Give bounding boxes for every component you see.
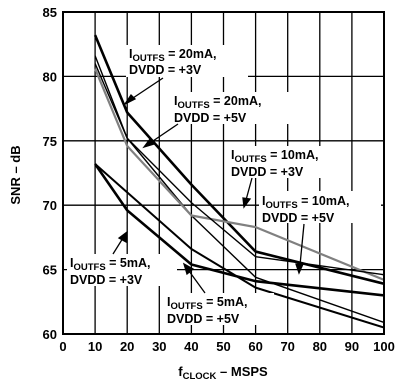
ann-i: I — [262, 194, 265, 208]
svg-text:IOUTFS = 20mA,: IOUTFS = 20mA, — [129, 47, 216, 64]
x-tick-label: 70 — [280, 339, 294, 354]
y-tick-label: 65 — [43, 263, 57, 278]
series-line-s10_3 — [94, 68, 385, 281]
svg-text:IOUTFS = 10mA,: IOUTFS = 10mA, — [262, 194, 349, 211]
leader-arrowhead-5ma-5v — [182, 262, 195, 276]
leader-arrowhead-20ma-3v — [123, 93, 137, 106]
plot-frame — [62, 11, 385, 335]
ann-rest: = 5mA, — [106, 256, 151, 270]
x-axis-f: f — [178, 364, 183, 379]
leader-arrowhead-5ma-3v — [117, 230, 128, 244]
y-tick-label: 85 — [43, 5, 57, 20]
ann-i: I — [70, 256, 73, 270]
leader-line-10ma-5v — [299, 223, 305, 266]
series-line-s10_5 — [94, 63, 385, 276]
ann-line2: DVDD = +5V — [262, 211, 335, 225]
ann-i: I — [231, 148, 234, 162]
annotation-10ma-3v: IOUTFS = 10mA, DVDD = +3V — [228, 146, 350, 179]
x-axis-sub: CLOCK — [183, 371, 217, 382]
ann-line2: DVDD = +3V — [70, 273, 143, 287]
y-tick-label: 60 — [43, 327, 57, 342]
leader-arrows — [112, 77, 305, 294]
y-tick-label: 80 — [43, 69, 57, 84]
series-line-s5_3 — [94, 163, 385, 297]
ann-line2: DVDD = +5V — [167, 312, 240, 326]
x-tick-label: 80 — [313, 339, 327, 354]
leader-arrowhead-10ma-5v — [295, 263, 305, 275]
series-line-s5_5 — [94, 163, 385, 329]
ann-rest: = 5mA, — [203, 295, 248, 309]
ann-sub: OUTFS — [265, 200, 297, 211]
x-tick-label: 90 — [345, 339, 359, 354]
leader-line-10ma-3v — [245, 177, 253, 201]
x-axis-title: fCLOCK – MSPS — [178, 364, 268, 382]
leader-line-20ma-3v — [129, 77, 164, 101]
x-tick-label: 60 — [248, 339, 262, 354]
x-tick-label: 50 — [216, 339, 230, 354]
x-tick-label: 20 — [120, 339, 134, 354]
annotation-20ma-5v: IOUTFS = 20mA, DVDD = +5V — [171, 92, 293, 125]
tick-labels: 0 10 20 30 40 50 60 70 80 90 100 60 65 70 75 80 85 — [43, 5, 395, 354]
x-tick-label: 30 — [152, 339, 166, 354]
x-tick-label: 100 — [373, 339, 395, 354]
ann-rest: = 10mA, — [298, 194, 350, 208]
annotation-10ma-5v: IOUTFS = 10mA, DVDD = +5V — [259, 191, 381, 225]
series-lines — [93, 34, 385, 329]
ann-i: I — [167, 295, 170, 309]
ann-sub: OUTFS — [234, 154, 266, 165]
leader-arrowhead-10ma-3v — [242, 197, 252, 209]
leader-arrowhead-20ma-5v — [142, 137, 156, 149]
svg-text:IOUTFS = 5mA,: IOUTFS = 5mA, — [70, 256, 151, 273]
ann-rest: = 20mA, — [165, 47, 217, 61]
ann-sub: OUTFS — [170, 301, 202, 312]
annotations: IOUTFS = 20mA, DVDD = +3V IOUTFS = 20mA,… — [67, 45, 381, 326]
annotation-5ma-3v: IOUTFS = 5mA, DVDD = +3V — [67, 254, 177, 287]
x-tick-label: 0 — [59, 339, 66, 354]
annotation-20ma-3v: IOUTFS = 20mA, DVDD = +3V — [126, 45, 248, 77]
ann-i: I — [174, 94, 177, 108]
ann-sub: OUTFS — [73, 262, 105, 273]
leader-line-5ma-5v — [188, 270, 206, 294]
ann-i: I — [129, 47, 132, 61]
ann-sub: OUTFS — [177, 100, 209, 111]
y-tick-label: 70 — [43, 198, 57, 213]
ann-rest: = 10mA, — [267, 148, 319, 162]
svg-text:IOUTFS = 10mA,: IOUTFS = 10mA, — [231, 148, 318, 165]
y-tick-label: 75 — [43, 134, 57, 149]
svg-text:IOUTFS = 20mA,: IOUTFS = 20mA, — [174, 94, 261, 111]
annotation-5ma-5v: IOUTFS = 5mA, DVDD = +5V — [164, 293, 274, 326]
leader-line-5ma-3v — [112, 237, 124, 255]
x-tick-label: 40 — [184, 339, 198, 354]
ann-line2: DVDD = +5V — [174, 111, 247, 125]
x-tick-label: 10 — [88, 339, 102, 354]
y-axis-title: SNR – dB — [8, 145, 23, 204]
svg-text:IOUTFS = 5mA,: IOUTFS = 5mA, — [167, 295, 248, 312]
x-axis-rest: – MSPS — [216, 364, 268, 379]
leader-line-20ma-5v — [149, 123, 179, 144]
ann-line2: DVDD = +3V — [129, 63, 202, 77]
ann-line2: DVDD = +3V — [231, 165, 304, 179]
ann-rest: = 20mA, — [210, 94, 262, 108]
ann-sub: OUTFS — [132, 53, 164, 64]
